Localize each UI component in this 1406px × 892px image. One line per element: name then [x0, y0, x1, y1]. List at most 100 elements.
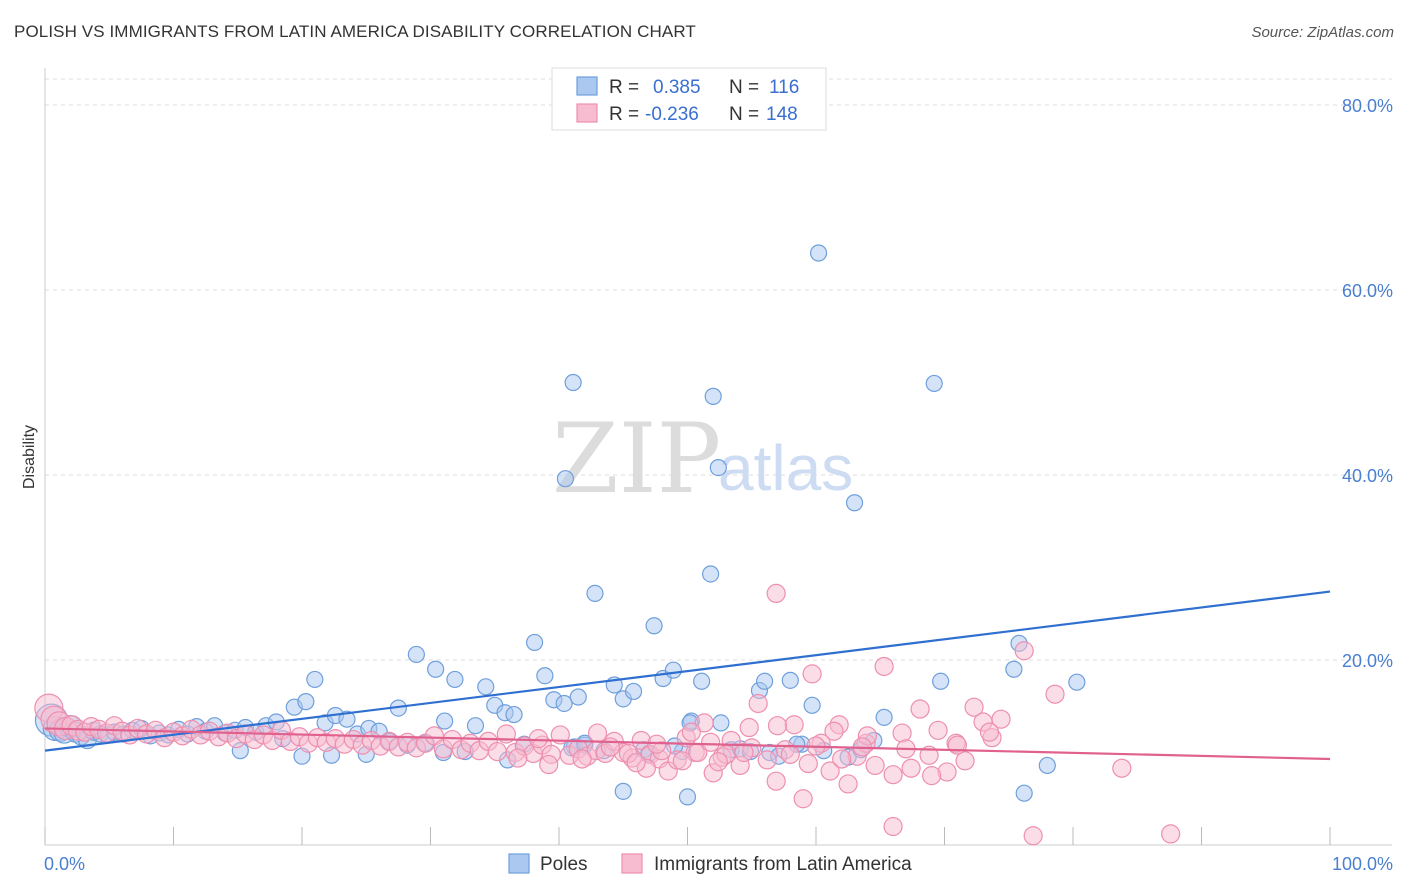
- latin-point-102: [928, 720, 948, 740]
- poles-point-44: [427, 660, 445, 678]
- legend-n-label-poles: N =: [729, 77, 759, 98]
- latin-point-139: [672, 751, 692, 771]
- poles-point-116: [755, 672, 774, 690]
- poles-point-31: [297, 693, 315, 711]
- watermark-zip: ZIP: [552, 403, 721, 515]
- latin-point-146: [824, 721, 844, 741]
- latin-point-95: [865, 755, 885, 776]
- poles-point-72: [702, 565, 720, 583]
- poles-point-102: [556, 470, 575, 488]
- poles-point-32: [306, 670, 324, 689]
- latin-point-115: [1023, 826, 1043, 846]
- latin-point-82: [748, 693, 768, 714]
- latin-point-116: [1161, 824, 1181, 844]
- poles-point-48: [466, 717, 485, 735]
- latin-point-133: [539, 754, 559, 775]
- poles-point-100: [704, 387, 722, 405]
- source-label: Source: ZipAtlas.com: [1251, 24, 1394, 41]
- latin-point-60: [550, 725, 570, 745]
- latin-point-141: [701, 732, 721, 752]
- poles-point-66: [645, 617, 663, 635]
- legend-r-label-latin: R =: [609, 104, 639, 125]
- latin-point-105: [955, 751, 975, 771]
- poles-point-103: [709, 459, 727, 477]
- legend-n-value-poles: 116: [769, 77, 799, 98]
- latin-point-88: [802, 664, 822, 684]
- watermark-atlas: atlas: [718, 432, 853, 504]
- x-tick-label-min: 0.0%: [44, 854, 85, 874]
- latin-point-111: [1045, 684, 1065, 704]
- poles-point-49: [477, 678, 495, 696]
- poles-point-105: [925, 374, 943, 393]
- poles-point-109: [678, 788, 697, 806]
- bottom-legend-label-latin: Immigrants from Latin America: [654, 854, 912, 875]
- latin-point-90: [820, 761, 840, 781]
- latin-point-87: [793, 789, 813, 809]
- y-tick-labels: 20.0% 40.0% 60.0% 80.0%: [1342, 96, 1393, 671]
- latin-point-81: [739, 717, 759, 738]
- latin-point-132: [528, 729, 549, 749]
- poles-point-55: [536, 667, 554, 685]
- poles-point-35: [338, 710, 356, 728]
- poles-point-73: [712, 714, 730, 732]
- legend-r-value-latin: -0.236: [645, 104, 699, 125]
- poles-point-106: [569, 688, 587, 706]
- poles-point-99: [809, 244, 828, 262]
- poles-point-68: [664, 661, 682, 679]
- poles-point-108: [614, 782, 632, 800]
- latin-point-143: [734, 742, 754, 763]
- poles-point-46: [446, 670, 464, 689]
- latin-point-140: [681, 722, 701, 742]
- poles-point-110: [1015, 784, 1033, 802]
- latin-point-129: [947, 735, 967, 755]
- poles-point-64: [624, 682, 643, 701]
- latin-point-142: [708, 752, 728, 772]
- y-tick-label-80: 80.0%: [1342, 96, 1393, 116]
- poles-point-101: [564, 373, 582, 392]
- latin-points: [34, 583, 1181, 846]
- legend-n-value-latin: 148: [766, 104, 798, 125]
- legend-box: R = 0.385 N = 116 R = -0.236 N = 148: [551, 67, 827, 131]
- latin-point-145: [798, 753, 818, 774]
- poles-point-54: [525, 633, 544, 652]
- latin-point-86: [784, 715, 804, 735]
- latin-point-92: [838, 774, 858, 794]
- legend-r-label-poles: R =: [609, 77, 639, 98]
- legend-swatch-poles: [576, 76, 598, 96]
- trend-lines: [44, 590, 1331, 761]
- x-tick-labels: 0.0% 100.0%: [44, 854, 1393, 874]
- poles-point-112: [1005, 660, 1023, 678]
- latin-point-97: [883, 765, 903, 785]
- poles-trend-line: [44, 590, 1331, 752]
- latin-point-128: [922, 766, 942, 786]
- latin-point-134: [572, 749, 592, 769]
- latin-point-98: [892, 723, 912, 743]
- bottom-legend-swatch-poles: [508, 853, 530, 874]
- x-tick-label-max: 100.0%: [1332, 854, 1393, 874]
- latin-point-131: [508, 748, 528, 768]
- poles-point-71: [693, 672, 711, 690]
- latin-point-130: [979, 722, 1000, 742]
- chart-title: POLISH VS IMMIGRANTS FROM LATIN AMERICA …: [14, 22, 696, 41]
- poles-point-82: [803, 696, 821, 714]
- latin-point-112: [1112, 758, 1132, 778]
- bottom-legend-swatch-latin: [621, 853, 643, 874]
- poles-point-115: [932, 672, 950, 690]
- latin-point-110: [1014, 641, 1034, 661]
- latin-point-100: [910, 699, 930, 719]
- latin-point-137: [626, 753, 646, 773]
- poles-point-45: [436, 712, 454, 730]
- legend-swatch-latin: [576, 103, 598, 123]
- poles-point-60: [586, 584, 604, 603]
- latin-point-99: [901, 758, 921, 778]
- legend-r-value-poles: 0.385: [653, 77, 701, 98]
- latin-point-101: [919, 745, 939, 765]
- latin-point-96: [874, 656, 894, 677]
- legend-n-label-latin: N =: [729, 104, 759, 125]
- y-tick-label-60: 60.0%: [1342, 281, 1393, 301]
- latin-point-106: [964, 697, 984, 717]
- latin-point-76: [694, 713, 714, 733]
- legend-box-frame: [551, 67, 827, 131]
- latin-point-144: [780, 744, 800, 764]
